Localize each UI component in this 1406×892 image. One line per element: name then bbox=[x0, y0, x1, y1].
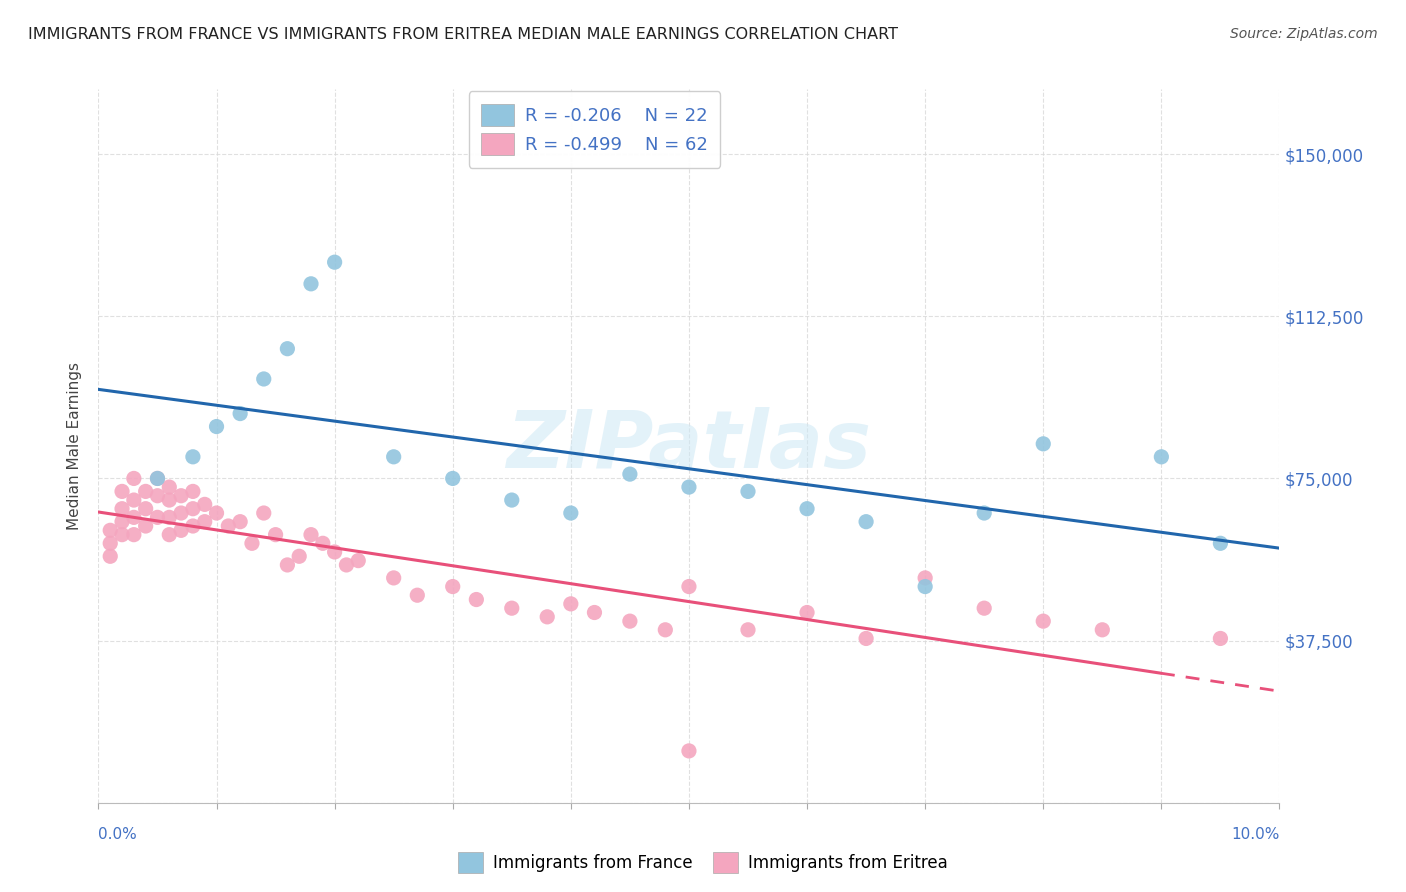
Point bbox=[122, 527, 145, 541]
Legend: Immigrants from France, Immigrants from Eritrea: Immigrants from France, Immigrants from … bbox=[451, 846, 955, 880]
Point bbox=[181, 519, 204, 533]
Point bbox=[560, 506, 582, 520]
Point bbox=[737, 484, 759, 499]
Point bbox=[98, 536, 121, 550]
Point bbox=[855, 632, 877, 646]
Point bbox=[253, 372, 276, 386]
Point bbox=[441, 580, 464, 594]
Point bbox=[560, 597, 582, 611]
Point bbox=[441, 471, 464, 485]
Point bbox=[240, 536, 263, 550]
Point bbox=[973, 506, 995, 520]
Point bbox=[181, 450, 204, 464]
Point bbox=[276, 558, 298, 572]
Point bbox=[1032, 614, 1054, 628]
Point bbox=[654, 623, 676, 637]
Point bbox=[619, 467, 641, 482]
Text: ZIPatlas: ZIPatlas bbox=[506, 407, 872, 485]
Point bbox=[501, 601, 523, 615]
Point bbox=[855, 515, 877, 529]
Point bbox=[98, 549, 121, 564]
Point bbox=[98, 524, 121, 538]
Point bbox=[276, 342, 298, 356]
Point bbox=[737, 623, 759, 637]
Point bbox=[678, 744, 700, 758]
Point bbox=[678, 480, 700, 494]
Point bbox=[146, 489, 169, 503]
Point bbox=[135, 519, 157, 533]
Point bbox=[229, 407, 252, 421]
Point bbox=[382, 450, 405, 464]
Point bbox=[347, 553, 370, 567]
Text: 10.0%: 10.0% bbox=[1232, 827, 1279, 841]
Point bbox=[323, 545, 346, 559]
Point bbox=[205, 419, 228, 434]
Point bbox=[465, 592, 488, 607]
Point bbox=[253, 506, 276, 520]
Point bbox=[111, 515, 134, 529]
Point bbox=[796, 606, 818, 620]
Point bbox=[181, 484, 204, 499]
Point bbox=[1150, 450, 1173, 464]
Point bbox=[122, 471, 145, 485]
Point bbox=[170, 506, 193, 520]
Point bbox=[914, 580, 936, 594]
Point bbox=[135, 501, 157, 516]
Point bbox=[157, 510, 180, 524]
Point bbox=[1032, 437, 1054, 451]
Point bbox=[536, 610, 558, 624]
Point bbox=[111, 484, 134, 499]
Point bbox=[323, 255, 346, 269]
Point bbox=[299, 277, 322, 291]
Point bbox=[111, 527, 134, 541]
Legend: R = -0.206    N = 22, R = -0.499    N = 62: R = -0.206 N = 22, R = -0.499 N = 62 bbox=[468, 91, 720, 168]
Point bbox=[205, 506, 228, 520]
Point bbox=[335, 558, 357, 572]
Point bbox=[135, 484, 157, 499]
Point bbox=[157, 480, 180, 494]
Point bbox=[288, 549, 311, 564]
Point bbox=[157, 527, 180, 541]
Point bbox=[194, 497, 217, 511]
Point bbox=[170, 524, 193, 538]
Text: Source: ZipAtlas.com: Source: ZipAtlas.com bbox=[1230, 27, 1378, 41]
Point bbox=[312, 536, 335, 550]
Point bbox=[1209, 536, 1232, 550]
Point bbox=[1091, 623, 1114, 637]
Point bbox=[406, 588, 429, 602]
Point bbox=[1209, 632, 1232, 646]
Point bbox=[146, 510, 169, 524]
Point bbox=[181, 501, 204, 516]
Point bbox=[299, 527, 322, 541]
Point bbox=[583, 606, 606, 620]
Point bbox=[914, 571, 936, 585]
Point bbox=[146, 471, 169, 485]
Point bbox=[111, 501, 134, 516]
Point bbox=[122, 510, 145, 524]
Point bbox=[264, 527, 287, 541]
Point bbox=[194, 515, 217, 529]
Point bbox=[146, 471, 169, 485]
Point bbox=[157, 493, 180, 508]
Point bbox=[229, 515, 252, 529]
Point bbox=[122, 493, 145, 508]
Point bbox=[619, 614, 641, 628]
Text: IMMIGRANTS FROM FRANCE VS IMMIGRANTS FROM ERITREA MEDIAN MALE EARNINGS CORRELATI: IMMIGRANTS FROM FRANCE VS IMMIGRANTS FRO… bbox=[28, 27, 898, 42]
Point bbox=[382, 571, 405, 585]
Point bbox=[217, 519, 239, 533]
Point bbox=[796, 501, 818, 516]
Point bbox=[973, 601, 995, 615]
Text: 0.0%: 0.0% bbox=[98, 827, 138, 841]
Point bbox=[170, 489, 193, 503]
Point bbox=[501, 493, 523, 508]
Point bbox=[678, 580, 700, 594]
Y-axis label: Median Male Earnings: Median Male Earnings bbox=[67, 362, 83, 530]
